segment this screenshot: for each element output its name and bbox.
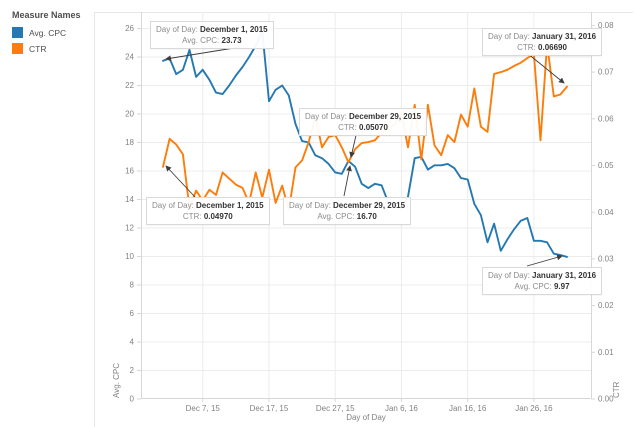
x-axis-title: Day of Day [346, 413, 386, 422]
annotation-ctr-dec29: Day of Day: December 29, 2015 CTR: 0.050… [299, 108, 428, 136]
right-axis-tick-label: 0.01 [598, 348, 614, 357]
left-axis-tick-label: 14 [125, 195, 134, 204]
right-axis-tick-label: 0.08 [598, 21, 614, 30]
annotation-arrow [165, 165, 196, 198]
left-axis-tick-label: 22 [125, 81, 134, 90]
left-axis-title: Avg. CPC [112, 363, 121, 398]
left-axis-tick-label: 10 [125, 252, 134, 261]
annotation-ctr-jan31: Day of Day: January 31, 2016 CTR: 0.0669… [482, 28, 603, 56]
right-axis-tick-label: 0.03 [598, 255, 614, 264]
x-axis-tick-label: Jan 26, 16 [515, 404, 553, 413]
right-axis-tick-label: 0.04 [598, 208, 614, 217]
legend-measure-names: Measure Names Avg. CPC CTR [12, 10, 81, 59]
series-line-avg-cpc[interactable] [162, 30, 568, 258]
legend-title: Measure Names [12, 10, 81, 20]
left-axis-tick-label: 6 [130, 309, 135, 318]
left-axis-tick-label: 20 [125, 110, 134, 119]
legend-item-avg-cpc[interactable]: Avg. CPC [12, 27, 81, 38]
right-axis-tick-label: 0.00 [598, 395, 614, 404]
avg-cpc-color-swatch-icon [12, 27, 23, 38]
annotation-arrow [343, 165, 352, 197]
annotation-cpc-jan31: Day of Day: January 31, 2016 Avg. CPC: 9… [482, 267, 603, 295]
series-line-ctr[interactable] [162, 42, 568, 212]
right-axis-tick-label: 0.02 [598, 301, 614, 310]
left-axis-tick-label: 4 [130, 338, 135, 347]
right-axis-tick-label: 0.05 [598, 161, 614, 170]
annotation-ctr-dec1: Day of Day: December 1, 2015 CTR: 0.0497… [146, 197, 270, 225]
left-axis-tick-label: 0 [130, 395, 135, 404]
legend-item-ctr[interactable]: CTR [12, 43, 81, 54]
left-axis-tick-label: 8 [130, 281, 135, 290]
ctr-color-swatch-icon [12, 43, 23, 54]
annotation-cpc-dec1: Day of Day: December 1, 2015 Avg. CPC: 2… [150, 21, 274, 49]
annotation-arrow [526, 52, 565, 84]
x-axis-tick-label: Dec 27, 15 [316, 404, 355, 413]
right-axis-tick-label: 0.06 [598, 114, 614, 123]
left-axis-tick-label: 12 [125, 224, 134, 233]
annotation-arrow [165, 46, 241, 62]
left-axis-tick-label: 2 [130, 366, 135, 375]
x-axis-tick-label: Jan 6, 16 [385, 404, 418, 413]
annotation-arrow [526, 254, 563, 267]
legend-item-label: CTR [29, 43, 47, 54]
left-axis-tick-label: 18 [125, 138, 134, 147]
right-axis-tick-label: 0.07 [598, 68, 614, 77]
annotation-cpc-dec29: Day of Day: December 29, 2015 Avg. CPC: … [283, 197, 412, 225]
x-axis-tick-label: Dec 7, 15 [186, 404, 221, 413]
left-axis-tick-label: 16 [125, 167, 134, 176]
left-axis-tick-label: 26 [125, 24, 134, 33]
x-axis-tick-label: Dec 17, 15 [250, 404, 289, 413]
left-axis-tick-label: 24 [125, 53, 134, 62]
x-axis-tick-label: Jan 16, 16 [449, 404, 487, 413]
legend-item-label: Avg. CPC [29, 27, 67, 38]
right-axis-title: CTR [612, 381, 621, 398]
